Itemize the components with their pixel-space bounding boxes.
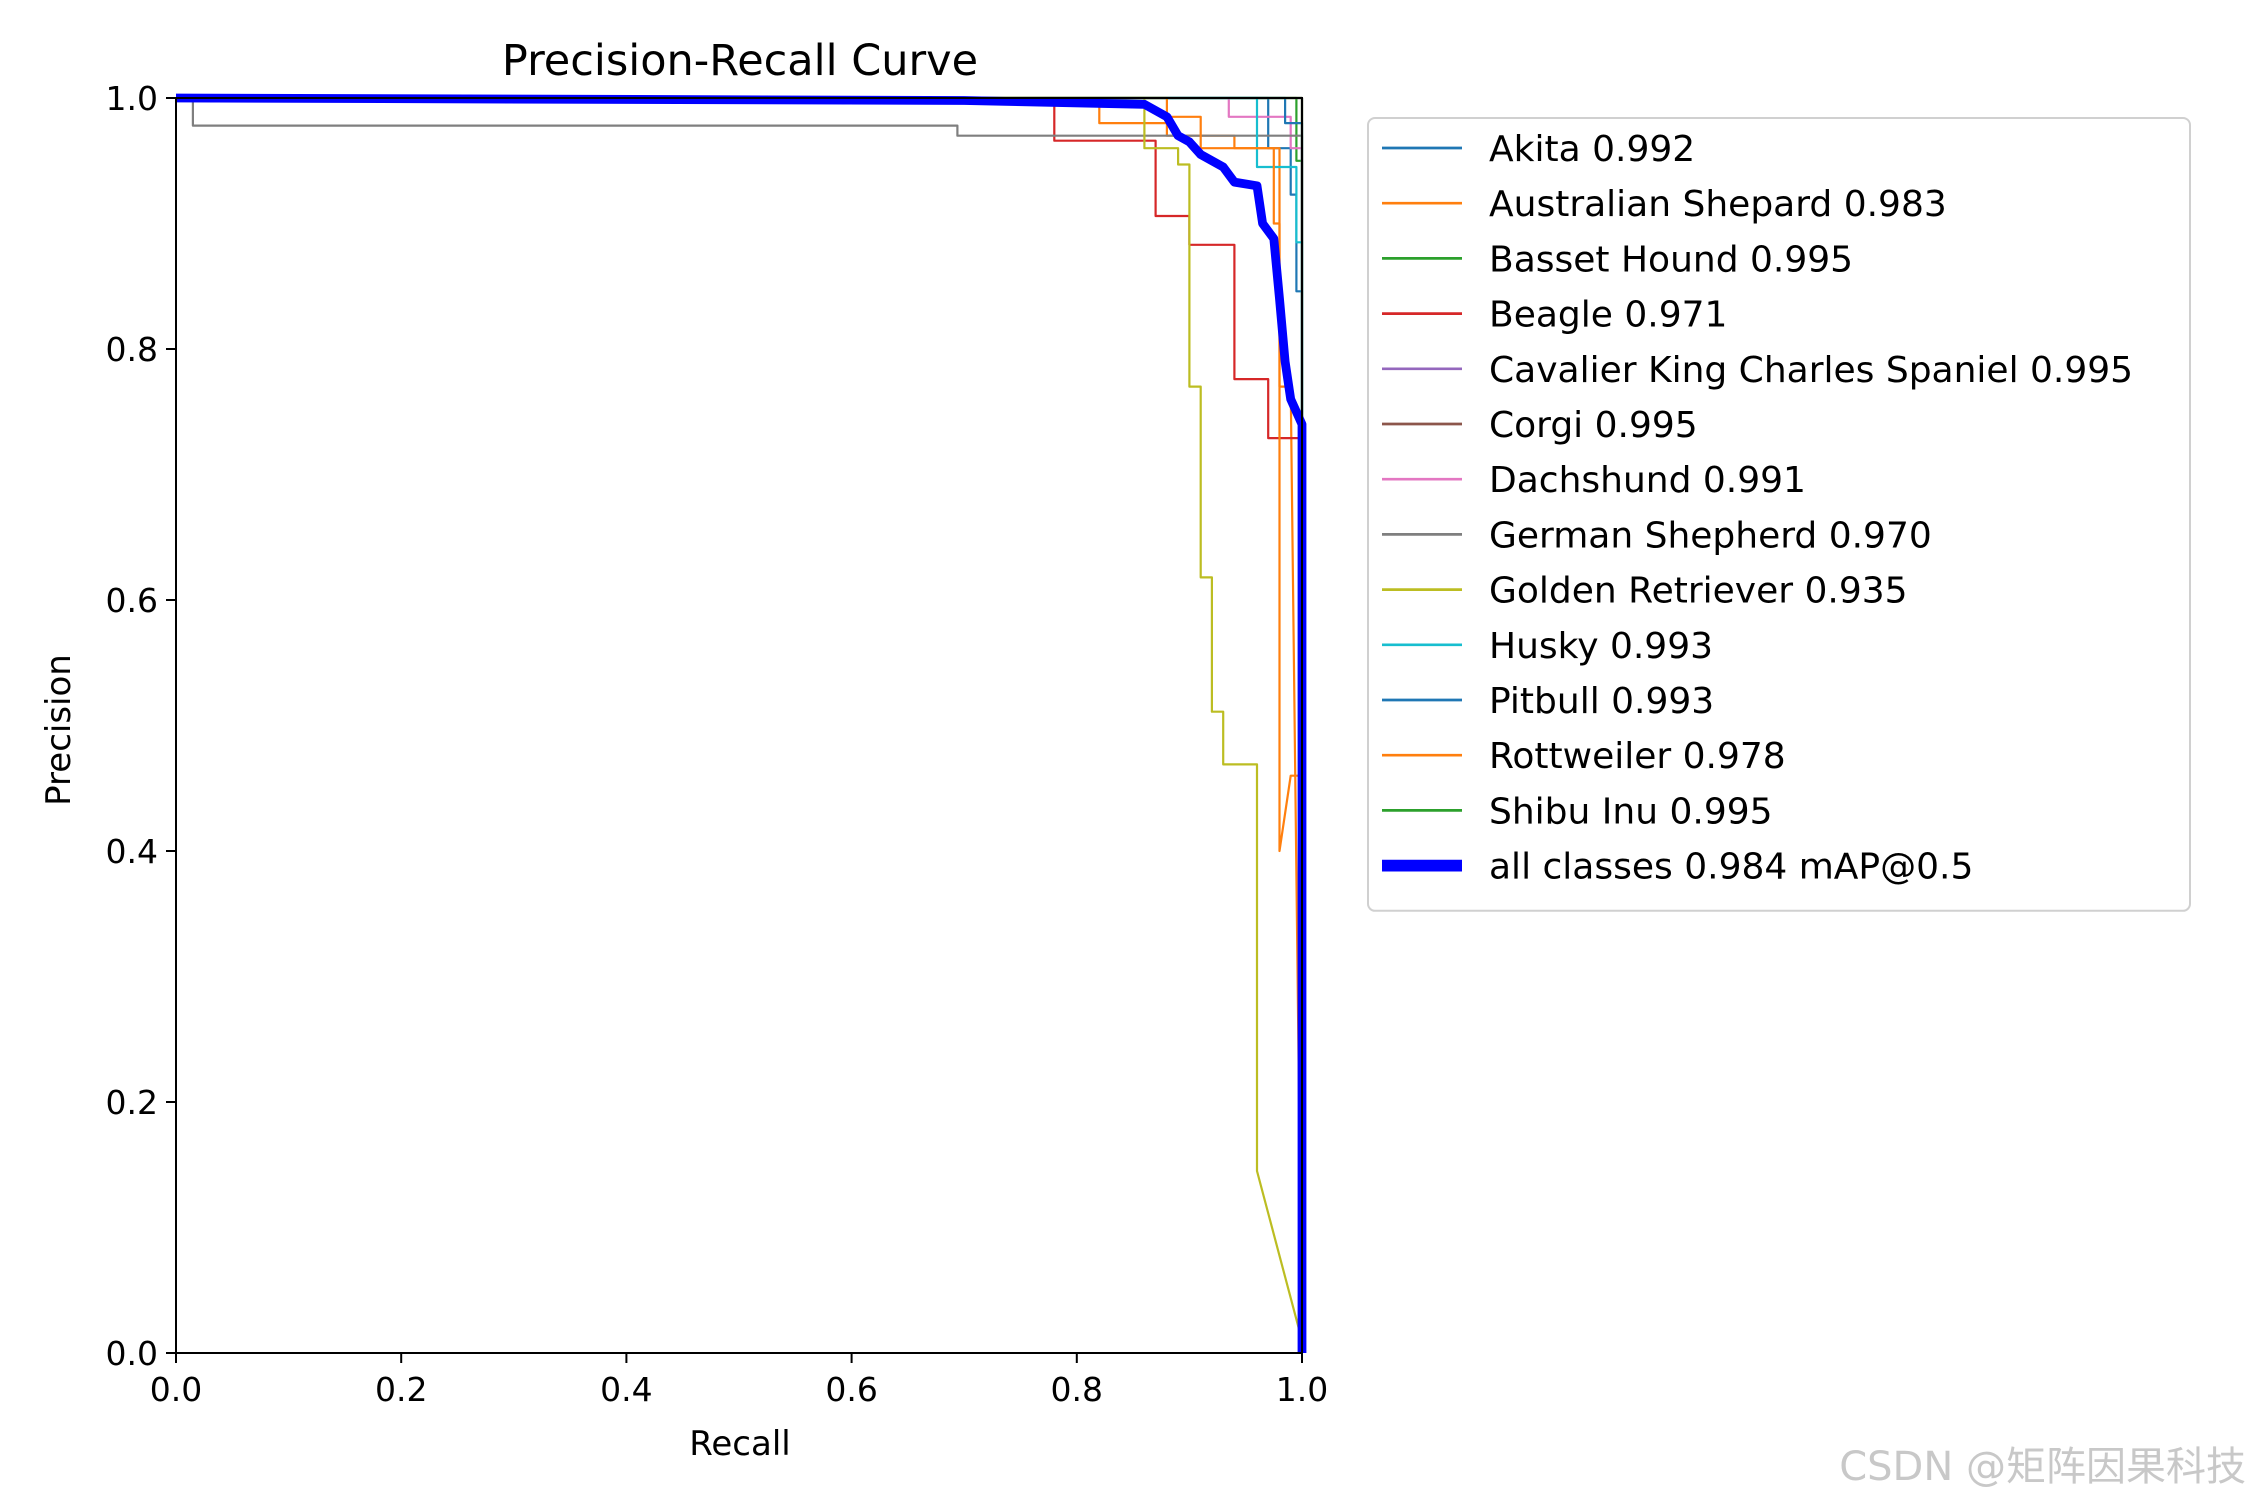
- legend-entry: Shibu Inu 0.995: [1489, 791, 1773, 832]
- axes-frame: [175, 97, 1303, 1354]
- watermark: CSDN @矩阵因果科技: [1839, 1444, 2246, 1490]
- legend-entry: Corgi 0.995: [1489, 405, 1698, 446]
- legend-entry: Rottweiler 0.978: [1489, 736, 1786, 777]
- y-axis-label: Precision: [39, 654, 79, 806]
- legend-entry: Australian Shepard 0.983: [1489, 184, 1947, 225]
- legend-box: [1367, 117, 2191, 912]
- series-line-0: [176, 96, 1304, 1353]
- x-tick-label: 1.0: [1276, 1370, 1328, 1409]
- y-tick-label: 0.2: [106, 1083, 158, 1122]
- x-tick-label: 0.8: [1051, 1370, 1103, 1409]
- x-axis-label: Recall: [689, 1424, 790, 1464]
- x-axis-ticks: 0.0 0.2 0.4 0.6 0.8 1.0: [150, 1353, 1328, 1409]
- legend-entry: Akita 0.992: [1489, 129, 1695, 170]
- x-tick-label: 0.0: [150, 1370, 202, 1409]
- y-tick-label: 0.0: [106, 1334, 158, 1373]
- plot-area: [175, 93, 1307, 1354]
- legend: Akita 0.992 Australian Shepard 0.983 Basse…: [1367, 117, 2191, 912]
- x-tick-label: 0.4: [600, 1370, 652, 1409]
- legend-entry: Golden Retriever 0.935: [1489, 571, 1908, 612]
- y-tick-label: 0.6: [106, 581, 158, 620]
- y-tick-label: 0.4: [106, 832, 158, 871]
- series-line-13: [175, 93, 1307, 1353]
- y-axis-ticks: 0.0 0.2 0.4 0.6 0.8 1.0: [106, 79, 176, 1373]
- legend-entry: Dachshund 0.991: [1489, 460, 1806, 501]
- legend-entry: Beagle 0.971: [1489, 295, 1727, 336]
- series-line-8: [176, 96, 1304, 1341]
- legend-entry: all classes 0.984 mAP@0.5: [1489, 847, 1973, 888]
- y-tick-label: 0.8: [106, 330, 158, 369]
- y-tick-label: 1.0: [106, 79, 158, 118]
- x-tick-label: 0.6: [825, 1370, 877, 1409]
- legend-entry: Basset Hound 0.995: [1489, 239, 1853, 280]
- legend-entry: German Shepherd 0.970: [1489, 515, 1932, 556]
- legend-entry: Pitbull 0.993: [1489, 681, 1714, 722]
- chart-title: Precision-Recall Curve: [502, 36, 978, 86]
- x-tick-label: 0.2: [375, 1370, 427, 1409]
- legend-entry: Cavalier King Charles Spaniel 0.995: [1489, 350, 2133, 391]
- legend-entry: Husky 0.993: [1489, 626, 1713, 667]
